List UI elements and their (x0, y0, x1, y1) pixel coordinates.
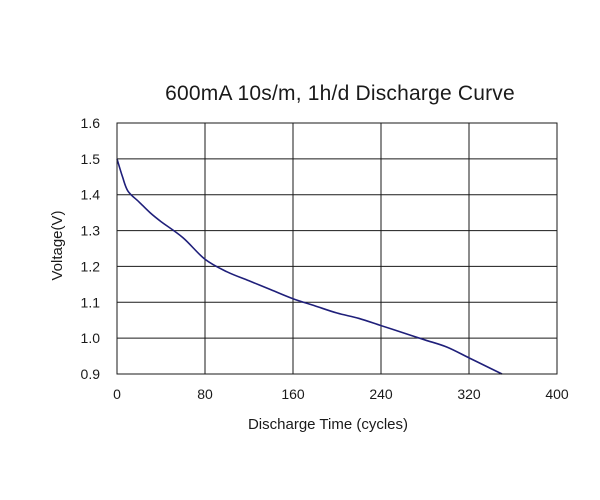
plot-frame (116, 122, 558, 375)
y-tick-label: 1.4 (81, 187, 101, 203)
y-tick-label: 1.3 (81, 223, 101, 239)
x-tick-label: 160 (281, 386, 305, 402)
discharge-curve-line (116, 158, 503, 375)
y-tick-label: 0.9 (81, 366, 101, 382)
grid (117, 123, 557, 374)
y-tick-label: 1.0 (81, 330, 101, 346)
y-tick-label: 1.2 (81, 258, 101, 274)
y-axis-label: Voltage(V) (49, 210, 66, 280)
tick-labels: 0 80 160 240 320 400 0.9 1.0 1.1 1.2 1.3 1.4 1.5 1.6 (81, 115, 569, 402)
series-layer (116, 158, 503, 375)
x-tick-label: 400 (545, 386, 569, 402)
x-tick-label: 0 (113, 386, 121, 402)
y-tick-label: 1.5 (81, 151, 101, 167)
x-axis-label: Discharge Time (cycles) (248, 416, 408, 433)
x-tick-label: 80 (197, 386, 213, 402)
chart-title: 600mA 10s/m, 1h/d Discharge Curve (165, 82, 515, 105)
x-tick-label: 320 (457, 386, 481, 402)
y-tick-label: 1.1 (81, 294, 101, 310)
y-tick-label: 1.6 (81, 115, 101, 131)
x-tick-label: 240 (369, 386, 393, 402)
